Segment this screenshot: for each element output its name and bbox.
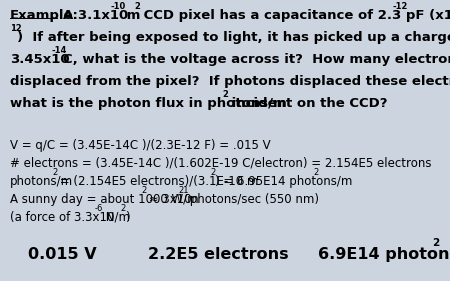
Text: CCD pixel has a capacitance of 2.3 pF (x10: CCD pixel has a capacitance of 2.3 pF (x… <box>139 9 450 22</box>
Text: what is the photon flux in photons/m: what is the photon flux in photons/m <box>10 97 287 110</box>
Text: Example:: Example: <box>10 9 79 22</box>
Text: )  If after being exposed to light, it has picked up a charge of: ) If after being exposed to light, it ha… <box>18 31 450 44</box>
Text: C, what is the voltage across it?  How many electrons were: C, what is the voltage across it? How ma… <box>63 53 450 66</box>
Text: 2: 2 <box>134 2 140 11</box>
Text: (a force of 3.3x10: (a force of 3.3x10 <box>10 211 114 224</box>
Text: 2: 2 <box>141 186 146 195</box>
Text: V = q/C = (3.45E-14C )/(2.3E-12 F) = .015 V: V = q/C = (3.45E-14C )/(2.3E-12 F) = .01… <box>10 139 270 152</box>
Text: 2: 2 <box>432 238 439 248</box>
Text: 2.2E5 electrons: 2.2E5 electrons <box>148 247 288 262</box>
Text: -12: -12 <box>392 2 407 11</box>
Text: 6.9E14 photons/m: 6.9E14 photons/m <box>318 247 450 262</box>
Text: ≈ 3x10: ≈ 3x10 <box>145 193 192 206</box>
Text: ) = 6.95E14 photons/m: ) = 6.95E14 photons/m <box>215 175 352 188</box>
Text: incident on the CCD?: incident on the CCD? <box>227 97 387 110</box>
Text: 0.015 V: 0.015 V <box>28 247 97 262</box>
Text: -14: -14 <box>51 46 67 55</box>
Text: displaced from the pixel?  If photons displaced these electrons, then: displaced from the pixel? If photons dis… <box>10 75 450 88</box>
Text: = (2.154E5 electrons)/(3.1E-10 m: = (2.154E5 electrons)/(3.1E-10 m <box>56 175 259 188</box>
Text: 2: 2 <box>52 168 57 177</box>
Text: m: m <box>122 9 141 22</box>
Text: 2: 2 <box>121 204 126 213</box>
Text: 12: 12 <box>10 24 22 33</box>
Text: photons/m: photons/m <box>10 175 73 188</box>
Text: # electrons = (3.45E-14C )/(1.602E-19 C/electron) = 2.154E5 electrons: # electrons = (3.45E-14C )/(1.602E-19 C/… <box>10 157 432 170</box>
Text: 21: 21 <box>178 186 189 195</box>
Text: -6: -6 <box>94 204 103 213</box>
Text: 2: 2 <box>211 168 216 177</box>
Text: 2: 2 <box>313 168 319 177</box>
Text: 2: 2 <box>222 90 228 99</box>
Text: ): ) <box>125 211 130 224</box>
Text: 3.45x10: 3.45x10 <box>10 53 70 66</box>
Text: photons/sec (550 nm): photons/sec (550 nm) <box>185 193 319 206</box>
Text: A 3.1x10: A 3.1x10 <box>63 9 128 22</box>
Text: -10: -10 <box>110 2 126 11</box>
Text: N/m: N/m <box>102 211 130 224</box>
Text: A sunny day = about 1000 W/m: A sunny day = about 1000 W/m <box>10 193 198 206</box>
